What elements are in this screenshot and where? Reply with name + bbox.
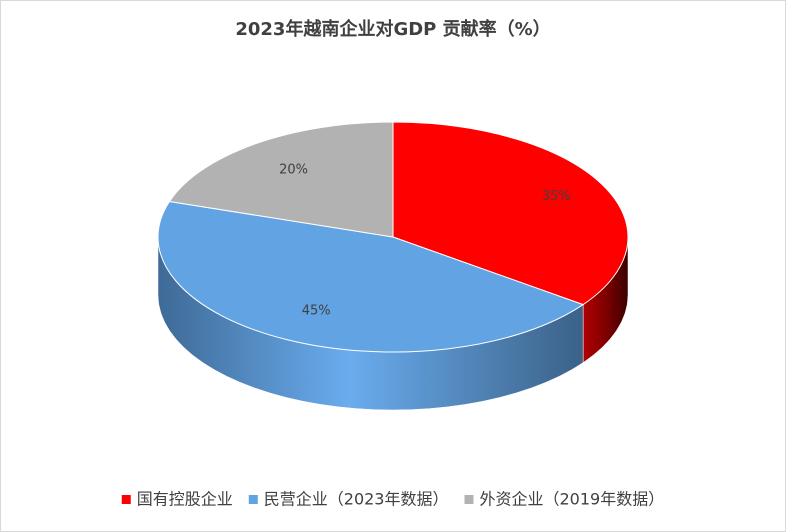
pie-slice [392, 121, 629, 306]
data-label: 35% [542, 189, 571, 204]
legend-label: 外资企业（2019年数据） [480, 490, 665, 509]
data-label: 20% [279, 163, 308, 178]
legend-label: 民营企业（2023年数据） [264, 490, 449, 509]
chart-title: 2023年越南企业对GDP 贡献率（%） [235, 18, 550, 40]
legend-swatch [121, 495, 131, 504]
legend-swatch [464, 495, 474, 504]
legend-label: 国有控股企业 [137, 490, 233, 509]
legend-swatch [248, 495, 258, 504]
pie-slice [168, 121, 394, 238]
pie-slice [157, 200, 585, 353]
data-label: 45% [302, 303, 331, 318]
